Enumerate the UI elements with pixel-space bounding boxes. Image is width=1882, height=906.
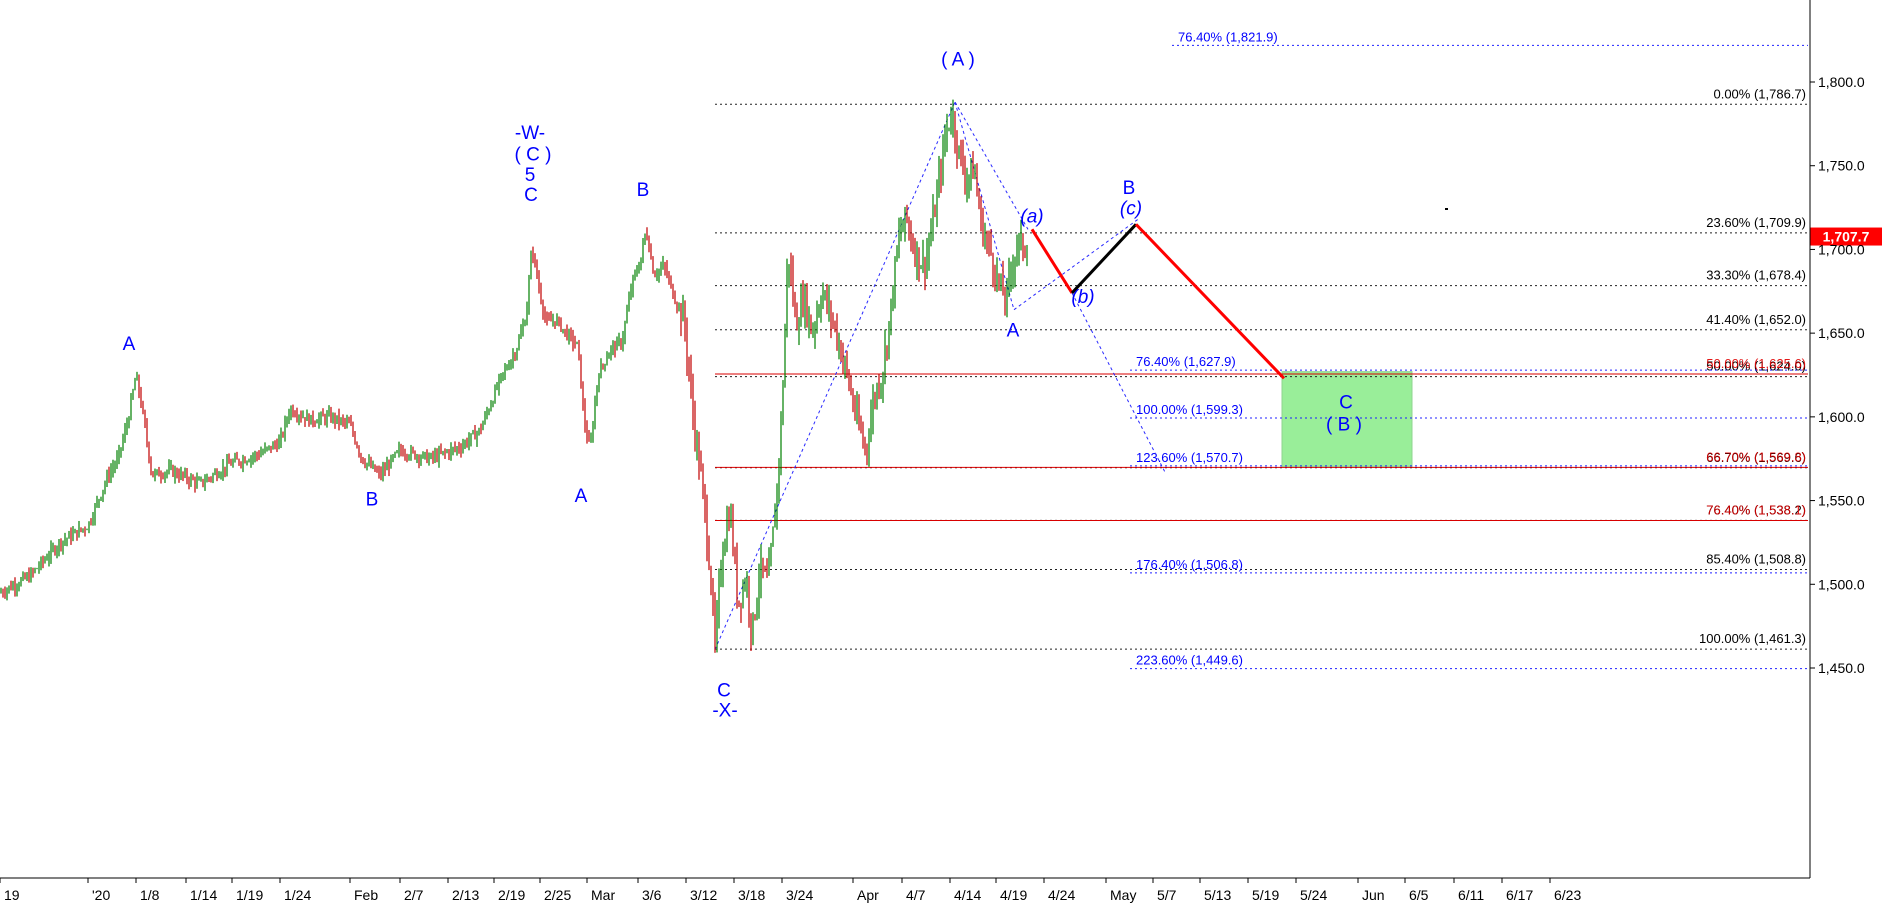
last-price-marker — [1810, 227, 1882, 246]
x-tick-label: 1/14 — [190, 887, 217, 903]
x-tick-label: '20 — [92, 887, 110, 903]
x-tick-label: 6/5 — [1409, 887, 1429, 903]
y-tick-label: 1,700.0 — [1818, 241, 1865, 257]
x-tick-label: Jun — [1362, 887, 1385, 903]
x-tick-label: 5/13 — [1204, 887, 1231, 903]
x-tick-label: 6/11 — [1458, 887, 1484, 903]
projection-segment — [1030, 228, 1074, 294]
wave-label: 5 — [525, 165, 536, 186]
fib-label-blue: 76.40% (1,627.9) — [1136, 354, 1236, 369]
x-tick-label: 3/6 — [642, 887, 662, 903]
fib-label-black: 33.30% (1,678.4) — [1706, 268, 1806, 283]
y-tick-label: 1,650.0 — [1818, 325, 1865, 341]
x-tick-label: 5/24 — [1300, 887, 1327, 903]
x-tick-label: Mar — [591, 887, 615, 903]
x-tick-label: 4/14 — [954, 887, 981, 903]
projection-path — [1030, 223, 1286, 380]
x-tick-label: 1/19 — [236, 887, 263, 903]
fib-label-black: 66.70% (1,569.6) — [1706, 450, 1806, 465]
wave-label: B — [1123, 178, 1136, 199]
x-tick-label: 5/7 — [1157, 887, 1177, 903]
fib-label-blue: 123.60% (1,570.7) — [1136, 450, 1243, 465]
wave-label: A — [575, 486, 588, 507]
x-tick-label: 6/17 — [1506, 887, 1533, 903]
price-series: 1,707.7 — [0, 99, 1882, 653]
fib-label-black: 0.00% (1,786.7) — [1713, 86, 1806, 101]
wave-label: C — [717, 680, 731, 701]
x-tick-label: 4/19 — [1000, 887, 1027, 903]
wave-label: -X- — [712, 701, 737, 722]
x-tick-label: Feb — [354, 887, 378, 903]
fib-label-blue: 76.40% (1,821.9) — [1178, 29, 1278, 44]
wave-label: C — [524, 185, 538, 206]
y-tick-label: 1,750.0 — [1818, 158, 1865, 174]
wave-label: A — [1007, 320, 1020, 341]
y-tick-label: 1,450.0 — [1818, 660, 1865, 676]
wave-label: B — [637, 180, 650, 201]
y-tick-label: 1,600.0 — [1818, 409, 1865, 425]
x-tick-label: 3/12 — [690, 887, 717, 903]
wave-guide-line — [1071, 292, 1166, 473]
x-tick-label: Apr — [857, 887, 879, 903]
y-tick-label: 1,550.0 — [1818, 493, 1865, 509]
wave-label: (b) — [1071, 287, 1094, 308]
wave-label: B — [366, 490, 379, 511]
marker-dot — [1445, 208, 1448, 210]
wave-label: -W- — [515, 123, 545, 144]
fib-label-red: 76.40% (1,538.1) — [1706, 502, 1806, 517]
fib-label-red: 66.70% (1,569.8) — [1706, 449, 1806, 464]
fib-label-blue: 223.60% (1,449.6) — [1136, 653, 1243, 668]
projection-segment — [1134, 223, 1286, 380]
target-zone — [1281, 371, 1413, 468]
x-tick-label: 4/7 — [906, 887, 926, 903]
x-tick-label: 5/19 — [1252, 887, 1279, 903]
x-tick-label: 1/8 — [140, 887, 160, 903]
wave-label: (a) — [1020, 207, 1043, 228]
projection-segment — [1070, 223, 1138, 294]
y-tick-label: 1,500.0 — [1818, 576, 1865, 592]
y-tick-label: 1,800.0 — [1818, 74, 1865, 90]
x-tick-label: May — [1110, 887, 1136, 903]
x-tick-label: 3/24 — [786, 887, 813, 903]
wave-guide-line — [954, 101, 1029, 230]
x-tick-label: 3/18 — [738, 887, 765, 903]
wave-guide-line — [714, 101, 956, 650]
x-tick-label: 2/19 — [498, 887, 525, 903]
x-tick-label: 6/23 — [1554, 887, 1581, 903]
wave-label: A — [123, 334, 136, 355]
x-tick-label: 4/24 — [1048, 887, 1075, 903]
wave-label: ( C ) — [515, 145, 552, 166]
x-tick-label: 2/13 — [452, 887, 479, 903]
wave-label: C — [1339, 392, 1353, 413]
fib-label-blue: 100.00% (1,599.3) — [1136, 402, 1243, 417]
wave-guide-line — [1013, 218, 1139, 311]
fib-label-black: 85.40% (1,508.8) — [1706, 552, 1806, 567]
wave-label: ( A ) — [941, 49, 975, 70]
wave-guide-lines — [714, 101, 1166, 650]
fib-label-black: 41.40% (1,652.0) — [1706, 312, 1806, 327]
fib-label-blue: 176.40% (1,506.8) — [1136, 557, 1243, 572]
target-zone-box — [1281, 371, 1413, 468]
wave-label: (c) — [1120, 198, 1142, 219]
wave-labels: A-W-( C )5CB ABC-X-( A )A(a)B(c)(b)C( B ) — [123, 49, 1362, 721]
x-tick-label: 2/7 — [404, 887, 424, 903]
x-tick-label: 1/24 — [284, 887, 311, 903]
fib-levels: 0.00% (1,786.7) 23.60% (1,709.9) 33.30% (1… — [715, 29, 1808, 670]
fib-label-black: 100.00% (1,461.3) — [1699, 631, 1806, 646]
fib-label-black: 23.60% (1,709.9) — [1706, 215, 1806, 230]
wave-label: ( B ) — [1326, 414, 1362, 435]
x-tick-label: 2/25 — [544, 887, 571, 903]
x-tick-label: 19 — [4, 887, 20, 903]
fib-label-black: 76.40% (1,538.2) — [1706, 502, 1806, 517]
fib-label-red: 50.00% (1,625.6) — [1706, 356, 1806, 371]
last-price-label: 1,707.7 — [1823, 229, 1870, 245]
